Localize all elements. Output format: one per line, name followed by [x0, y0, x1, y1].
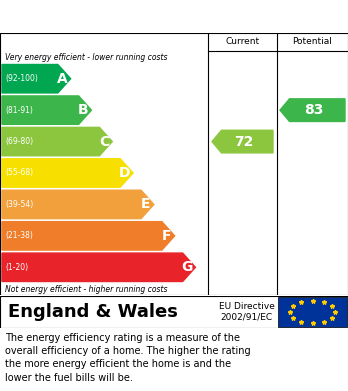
Polygon shape	[280, 99, 345, 122]
Text: (69-80): (69-80)	[5, 137, 33, 146]
Text: 83: 83	[304, 103, 324, 117]
Text: C: C	[99, 135, 109, 149]
Polygon shape	[212, 130, 273, 153]
Text: (21-38): (21-38)	[5, 231, 33, 240]
Text: D: D	[119, 166, 130, 180]
Text: EU Directive
2002/91/EC: EU Directive 2002/91/EC	[219, 302, 275, 322]
Text: F: F	[161, 229, 171, 243]
Text: Potential: Potential	[293, 38, 332, 47]
Text: 72: 72	[234, 135, 254, 149]
Text: (92-100): (92-100)	[5, 74, 38, 83]
Polygon shape	[2, 253, 196, 282]
Text: B: B	[78, 103, 88, 117]
Text: (39-54): (39-54)	[5, 200, 33, 209]
Text: G: G	[181, 260, 193, 274]
Text: (1-20): (1-20)	[5, 263, 28, 272]
Polygon shape	[2, 65, 71, 93]
Text: The energy efficiency rating is a measure of the
overall efficiency of a home. T: The energy efficiency rating is a measur…	[5, 333, 251, 383]
Text: (81-91): (81-91)	[5, 106, 33, 115]
Text: (55-68): (55-68)	[5, 169, 33, 178]
Polygon shape	[2, 127, 112, 156]
Text: Not energy efficient - higher running costs: Not energy efficient - higher running co…	[5, 285, 167, 294]
Polygon shape	[2, 159, 133, 187]
Text: Energy Efficiency Rating: Energy Efficiency Rating	[10, 7, 240, 25]
Bar	[278, 297, 347, 327]
Text: Current: Current	[226, 38, 260, 47]
Text: A: A	[57, 72, 68, 86]
Text: England & Wales: England & Wales	[8, 303, 178, 321]
Polygon shape	[2, 96, 92, 124]
Polygon shape	[2, 222, 175, 250]
Polygon shape	[2, 190, 154, 219]
Text: E: E	[141, 197, 150, 212]
Text: Very energy efficient - lower running costs: Very energy efficient - lower running co…	[5, 54, 167, 63]
